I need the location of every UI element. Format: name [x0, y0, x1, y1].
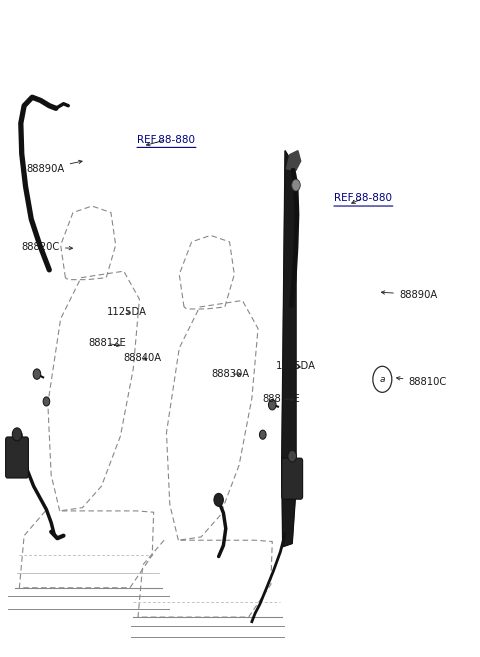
Circle shape	[373, 367, 392, 392]
Text: 88840A: 88840A	[124, 353, 162, 363]
Polygon shape	[282, 150, 296, 547]
FancyBboxPatch shape	[6, 437, 28, 478]
Text: 88830A: 88830A	[212, 369, 250, 379]
FancyBboxPatch shape	[282, 458, 302, 499]
Text: REF.88-880: REF.88-880	[137, 135, 195, 146]
Text: 88812E: 88812E	[263, 394, 300, 404]
Text: 88820C: 88820C	[22, 242, 72, 252]
Text: a: a	[380, 374, 385, 384]
Text: 88810C: 88810C	[396, 376, 447, 387]
Text: 1125DA: 1125DA	[276, 361, 315, 371]
Polygon shape	[287, 150, 301, 170]
Circle shape	[288, 450, 297, 462]
Circle shape	[214, 493, 223, 507]
Text: 1125DA: 1125DA	[107, 307, 147, 317]
Text: 88890A: 88890A	[382, 290, 437, 300]
Circle shape	[12, 428, 22, 441]
Circle shape	[260, 430, 266, 440]
Text: REF.88-880: REF.88-880	[335, 193, 392, 204]
Text: 88890A: 88890A	[26, 160, 82, 174]
Circle shape	[292, 179, 300, 191]
Circle shape	[268, 399, 276, 410]
Circle shape	[43, 397, 50, 406]
Text: 88812E: 88812E	[88, 338, 126, 348]
Circle shape	[33, 369, 41, 379]
